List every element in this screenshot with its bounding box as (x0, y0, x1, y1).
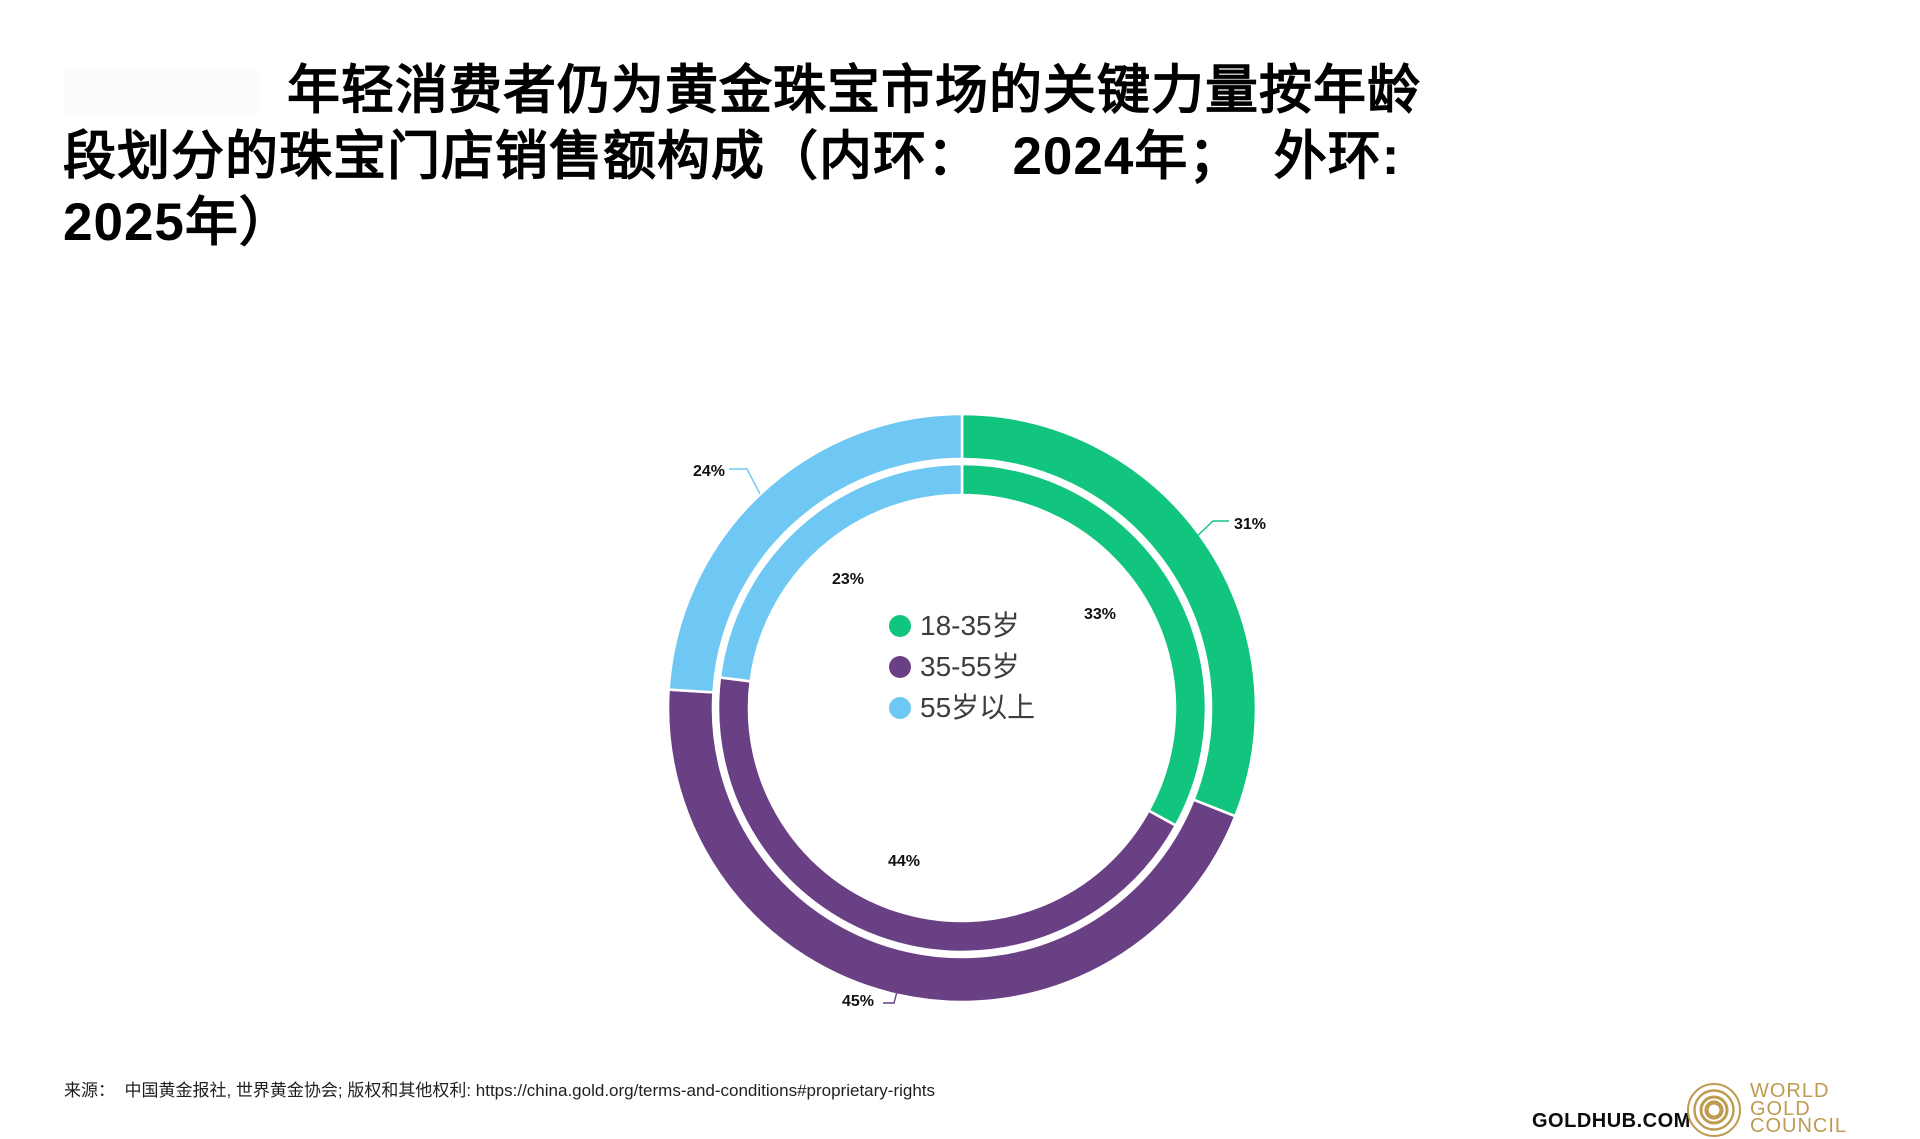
title-line-3: 2025年） (63, 193, 293, 252)
title-line-1-text: 年轻消费者仍为黄金珠宝市场的关键力量按年龄 (287, 61, 1421, 120)
donut-segment-ring1-2 (718, 462, 964, 683)
wgc-rings-icon (1687, 1083, 1741, 1137)
wgc-word-gold: GOLD (1750, 1097, 1811, 1120)
donut-rings (666, 412, 1258, 1004)
legend-row-35-55: 35-55岁 (889, 653, 1035, 681)
pct-label-outer-55plus: 24% (693, 463, 725, 480)
title-line-2: 段划分的珠宝门店销售额构成（内环： 2024年； 外环: (63, 127, 1401, 186)
goldhub-wordmark: GOLDHUB.COM (1532, 1110, 1691, 1132)
leader-line-outer-18-35 (1191, 520, 1229, 542)
legend-marker-icon (889, 615, 911, 637)
title-line-1: 年轻消费者仍为黄金珠宝市场的关键力量按年龄 (63, 58, 1563, 124)
legend-marker-icon (889, 697, 911, 719)
pct-label-inner-35-55: 44% (888, 853, 920, 870)
legend-row-18-35: 18-35岁 (889, 612, 1035, 640)
donut-segment-ring0-2 (667, 412, 964, 694)
legend-label: 35-55岁 (920, 651, 1020, 682)
pct-label-inner-55plus: 23% (832, 571, 864, 588)
donut-segment-ring0-1 (666, 688, 1237, 1004)
legend-row-55plus: 55岁以上 (889, 694, 1035, 722)
chart-title: 年轻消费者仍为黄金珠宝市场的关键力量按年龄 段划分的珠宝门店销售额构成（内环： … (63, 58, 1563, 256)
legend: 18-35岁 35-55岁 55岁以上 (889, 612, 1035, 722)
legend-marker-icon (889, 656, 911, 678)
source-note: 来源： 中国黄金报社, 世界黄金协会; 版权和其他权利: https://chi… (64, 1081, 936, 1100)
wgc-word-world: WORLD (1750, 1080, 1830, 1102)
title-redaction-box (63, 68, 259, 114)
wgc-word-council: COUNCIL (1750, 1115, 1848, 1137)
legend-label: 55岁以上 (920, 692, 1036, 723)
pct-label-outer-35-55: 45% (842, 993, 874, 1010)
legend-label: 18-35岁 (920, 610, 1020, 641)
wgc-logo: WORLD GOLD COUNCIL (1684, 1081, 1920, 1139)
leader-line-outer-35-55 (883, 983, 900, 1004)
pct-label-inner-18-35: 33% (1084, 606, 1116, 623)
wgc-wordmark: WORLD GOLD COUNCIL (1750, 1080, 1848, 1137)
leader-line-outer-55plus (729, 468, 761, 495)
pct-label-outer-18-35: 31% (1234, 516, 1266, 533)
